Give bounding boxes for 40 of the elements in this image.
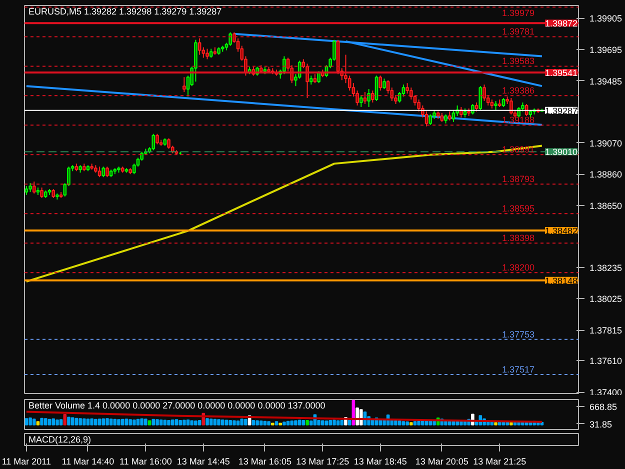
category-label: 11 Mar 2011	[2, 456, 52, 466]
category-label: 11 Mar 14:40	[62, 456, 114, 466]
ref-line-label: 1.39872	[544, 18, 578, 29]
ref-line-label: 1.38595	[502, 204, 535, 214]
y-tick-label: 31.85	[590, 419, 612, 430]
ref-line-label: 1.39287	[544, 106, 578, 116]
y-tick-label: 668.85	[590, 402, 618, 412]
ref-line-label: 1.39979	[502, 8, 535, 18]
y-tick-label: 1.38025	[590, 294, 622, 304]
y-tick-label: 1.38235	[590, 262, 622, 273]
y-tick-label: 1.38860	[590, 170, 622, 180]
category-label: 13 Mar 16:05	[238, 456, 292, 466]
category-label: 13 Mar 20:05	[415, 456, 468, 466]
ref-line-label: 1.39583	[502, 56, 535, 66]
category-label: 13 Mar 18:45	[354, 456, 407, 466]
category-label: 11 Mar 16:00	[120, 456, 172, 466]
ref-line-label: 1.37517	[502, 364, 535, 375]
ref-line-label: 1.38200	[502, 262, 535, 273]
chart-title: Better Volume 1.4 0.0000 0.0000 27.0000 0.0000 0.0000 0.0000 137.0000	[28, 400, 326, 410]
ref-line-label: 1.38398	[502, 233, 535, 244]
ref-line-label: 1.38793	[502, 174, 535, 184]
text: MACD(12,26,9)	[28, 434, 92, 444]
y-tick-label: 1.39485	[590, 76, 622, 86]
y-tick-label: 1.37610	[590, 356, 622, 366]
ref-line-label: 1.39541	[544, 68, 578, 78]
y-tick-label: 1.39905	[590, 14, 622, 24]
category-label: 13 Mar 21:25	[473, 456, 526, 466]
ref-line-label: 1.37753	[502, 329, 535, 340]
y-tick-label: 1.37815	[590, 326, 622, 336]
y-tick-label: 1.39695	[590, 45, 622, 56]
ref-line-label: 1.39386	[502, 86, 535, 96]
ref-line-label: 1.38148	[544, 276, 578, 286]
category-label: 13 Mar 17:25	[296, 456, 350, 466]
ref-line-label: 1.39010	[544, 147, 578, 158]
category-label: 13 Mar 14:45	[176, 456, 230, 466]
y-tick-label: 1.39070	[590, 138, 622, 148]
chart-title: EURUSD,M5 1.39282 1.39298 1.39279 1.39287	[28, 6, 222, 16]
y-tick-label: 1.38650	[590, 200, 622, 211]
ref-line-label: 1.39781	[502, 26, 535, 37]
ref-line-label: 1.38482	[544, 226, 578, 236]
